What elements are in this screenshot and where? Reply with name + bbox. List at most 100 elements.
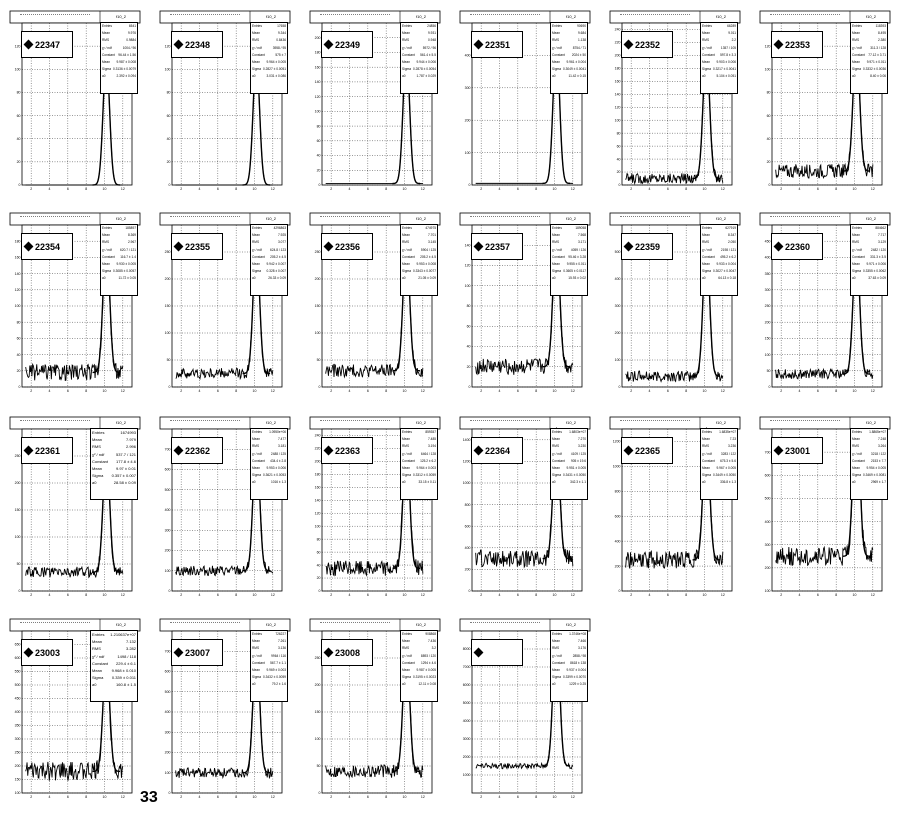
stats-value: 37.63 ± 0.09 bbox=[868, 276, 886, 281]
title-strip bbox=[170, 216, 240, 218]
stats-key: RMS bbox=[92, 444, 101, 450]
stats-row: a0 11.72 ± 0.05 bbox=[102, 275, 136, 282]
title-strip bbox=[170, 622, 240, 624]
stats-row: Sigma 0.3399 ± 0.0070 bbox=[552, 674, 586, 681]
stats-row: RMS 3.236 bbox=[702, 443, 736, 450]
title-strip bbox=[620, 216, 690, 218]
stats-key: a0 bbox=[402, 682, 406, 687]
stats-row: Sigma 0.3312 ± 0.0059 bbox=[402, 472, 436, 479]
stats-row: a0 15.93 ± 0.02 bbox=[552, 275, 586, 282]
x-tick-label: 6 bbox=[217, 593, 219, 597]
stats-value: 28.58 ± 0.09 bbox=[113, 480, 136, 486]
stats-key: Constant bbox=[702, 458, 715, 463]
title-strip bbox=[470, 420, 540, 422]
y-tick-label: 100 bbox=[465, 284, 471, 288]
stats-value: 3.129 bbox=[878, 240, 886, 245]
stats-value: 7.568 bbox=[578, 233, 586, 238]
stats-row: RMS 3.194 bbox=[402, 443, 436, 450]
stats-key: Mean bbox=[402, 233, 410, 238]
x-tick-label: 10 bbox=[403, 795, 407, 799]
diamond-marker-icon bbox=[323, 241, 334, 252]
stats-row: Mean 7.270 bbox=[552, 436, 586, 443]
stats-key: a0 bbox=[102, 74, 106, 79]
stats-value: 0.2878 ± 0.0054 bbox=[412, 67, 436, 72]
x-tick-label: 12 bbox=[571, 389, 575, 393]
stats-value: 884662 bbox=[875, 226, 886, 230]
x-tick-label: 6 bbox=[517, 389, 519, 393]
y-tick-label: 1000 bbox=[463, 481, 471, 485]
stats-row: RMS 2.967 bbox=[102, 239, 136, 246]
stats-key: Mean bbox=[402, 437, 410, 442]
stats-key: Sigma bbox=[552, 67, 562, 72]
stats-value: 9.954 ± 0.005 bbox=[866, 466, 886, 471]
y-tick-label: 700 bbox=[165, 649, 171, 653]
stats-value: 575 ± 7 bbox=[275, 52, 286, 57]
stats-value: 1004 / 96 bbox=[122, 45, 136, 50]
x-tick-label: 10 bbox=[253, 795, 257, 799]
y-tick-label: 140 bbox=[315, 498, 321, 502]
stats-key: Sigma bbox=[252, 675, 262, 680]
histogram-panel: 2 4 6 8 10 12 0 200 400 600 800 1000 1200 1400 f10_2 En… bbox=[459, 414, 591, 597]
stats-value: 0.9884 bbox=[126, 38, 136, 43]
x-tick-label: 2 bbox=[30, 593, 32, 597]
y-tick-label: 500 bbox=[615, 250, 621, 254]
stats-value: 726227 bbox=[275, 632, 286, 636]
stats-value: 9.968 ± 0.010 bbox=[111, 668, 136, 674]
stats-key: Entries bbox=[702, 430, 712, 434]
y-tick-label: 300 bbox=[165, 528, 171, 532]
y-tick-label: 150 bbox=[315, 304, 321, 308]
stats-value: 9.903 ± 0.006 bbox=[716, 60, 736, 65]
y-tick-label: 40 bbox=[17, 137, 21, 141]
y-tick-label: 0 bbox=[169, 183, 171, 187]
stats-row: RMS 3.136 bbox=[252, 645, 286, 652]
x-tick-label: 12 bbox=[571, 593, 575, 597]
y-tick-label: 60 bbox=[317, 550, 321, 554]
stats-row: Constant 205.2 ± 4.5 bbox=[252, 254, 286, 261]
stats-row: RMS 3.282 bbox=[92, 645, 136, 652]
x-tick-label: 8 bbox=[385, 389, 387, 393]
stats-box: Entries 1.6803e+07 Mean 7.270 RMS 3.230 χ² / n… bbox=[550, 428, 588, 500]
x-tick-label: 12 bbox=[571, 187, 575, 191]
y-tick-label: 80 bbox=[317, 124, 321, 128]
histogram-name: f10_2 bbox=[415, 14, 426, 19]
stats-key: Constant bbox=[252, 458, 265, 463]
diamond-marker-icon bbox=[323, 445, 334, 456]
stats-key: Constant bbox=[402, 660, 415, 665]
stats-key: Constant bbox=[852, 52, 865, 57]
stats-key: a0 bbox=[852, 480, 856, 485]
x-tick-label: 10 bbox=[703, 389, 707, 393]
x-tick-label: 4 bbox=[649, 187, 651, 191]
stats-row: Constant 77.12 ± 3.71 bbox=[852, 52, 886, 59]
y-tick-label: 150 bbox=[765, 337, 771, 341]
stats-row: Sigma 0.3136 ± 0.0079 bbox=[102, 66, 136, 73]
stats-row: Entries 66289 bbox=[702, 23, 736, 30]
stats-box: Entries 1.3746e+08 Mean 7.466 RMS 3.176 χ² / n… bbox=[550, 630, 588, 702]
histogram-panel: 2 4 6 8 10 12 0 20 40 60 80 100 120 f10_2 Entries 11839… bbox=[759, 8, 891, 191]
y-tick-label: 400 bbox=[465, 546, 471, 550]
legend-box: 22361 bbox=[21, 437, 73, 464]
stats-key: Entries bbox=[252, 430, 262, 434]
stats-value: 15.93 ± 0.02 bbox=[568, 276, 586, 281]
stats-value: 11.42 ± 0.15 bbox=[568, 74, 586, 79]
y-tick-label: 100 bbox=[15, 535, 21, 539]
x-tick-label: 6 bbox=[667, 187, 669, 191]
stats-key: Mean bbox=[102, 262, 110, 267]
stats-row: RMS 0.9884 bbox=[102, 37, 136, 44]
y-tick-label: 50 bbox=[167, 358, 171, 362]
stats-key: Entries bbox=[702, 226, 712, 230]
legend-label: 22355 bbox=[185, 242, 211, 252]
x-tick-label: 10 bbox=[703, 187, 707, 191]
stats-row: χ² / ndf 4059 / 126 bbox=[552, 247, 586, 254]
stats-key: Sigma bbox=[252, 473, 262, 478]
stats-row: a0 79.2 ± 1.6 bbox=[252, 681, 286, 688]
stats-row: χ² / ndf 5972 / 96 bbox=[402, 45, 436, 52]
stats-row: Sigma 0.3621 ± 0.0053 bbox=[252, 472, 286, 479]
stats-row: Constant 675.3 ± 5.6 bbox=[702, 458, 736, 465]
stats-value: 2858 / 98 bbox=[572, 653, 586, 658]
stats-key: Mean bbox=[252, 639, 260, 644]
stats-value: 8.347 bbox=[728, 233, 736, 238]
stats-value: 9.931 bbox=[428, 31, 436, 36]
y-tick-label: 180 bbox=[315, 51, 321, 55]
stats-key: Sigma bbox=[552, 269, 562, 274]
stats-row: Mean 9.942 ± 0.007 bbox=[252, 261, 286, 268]
